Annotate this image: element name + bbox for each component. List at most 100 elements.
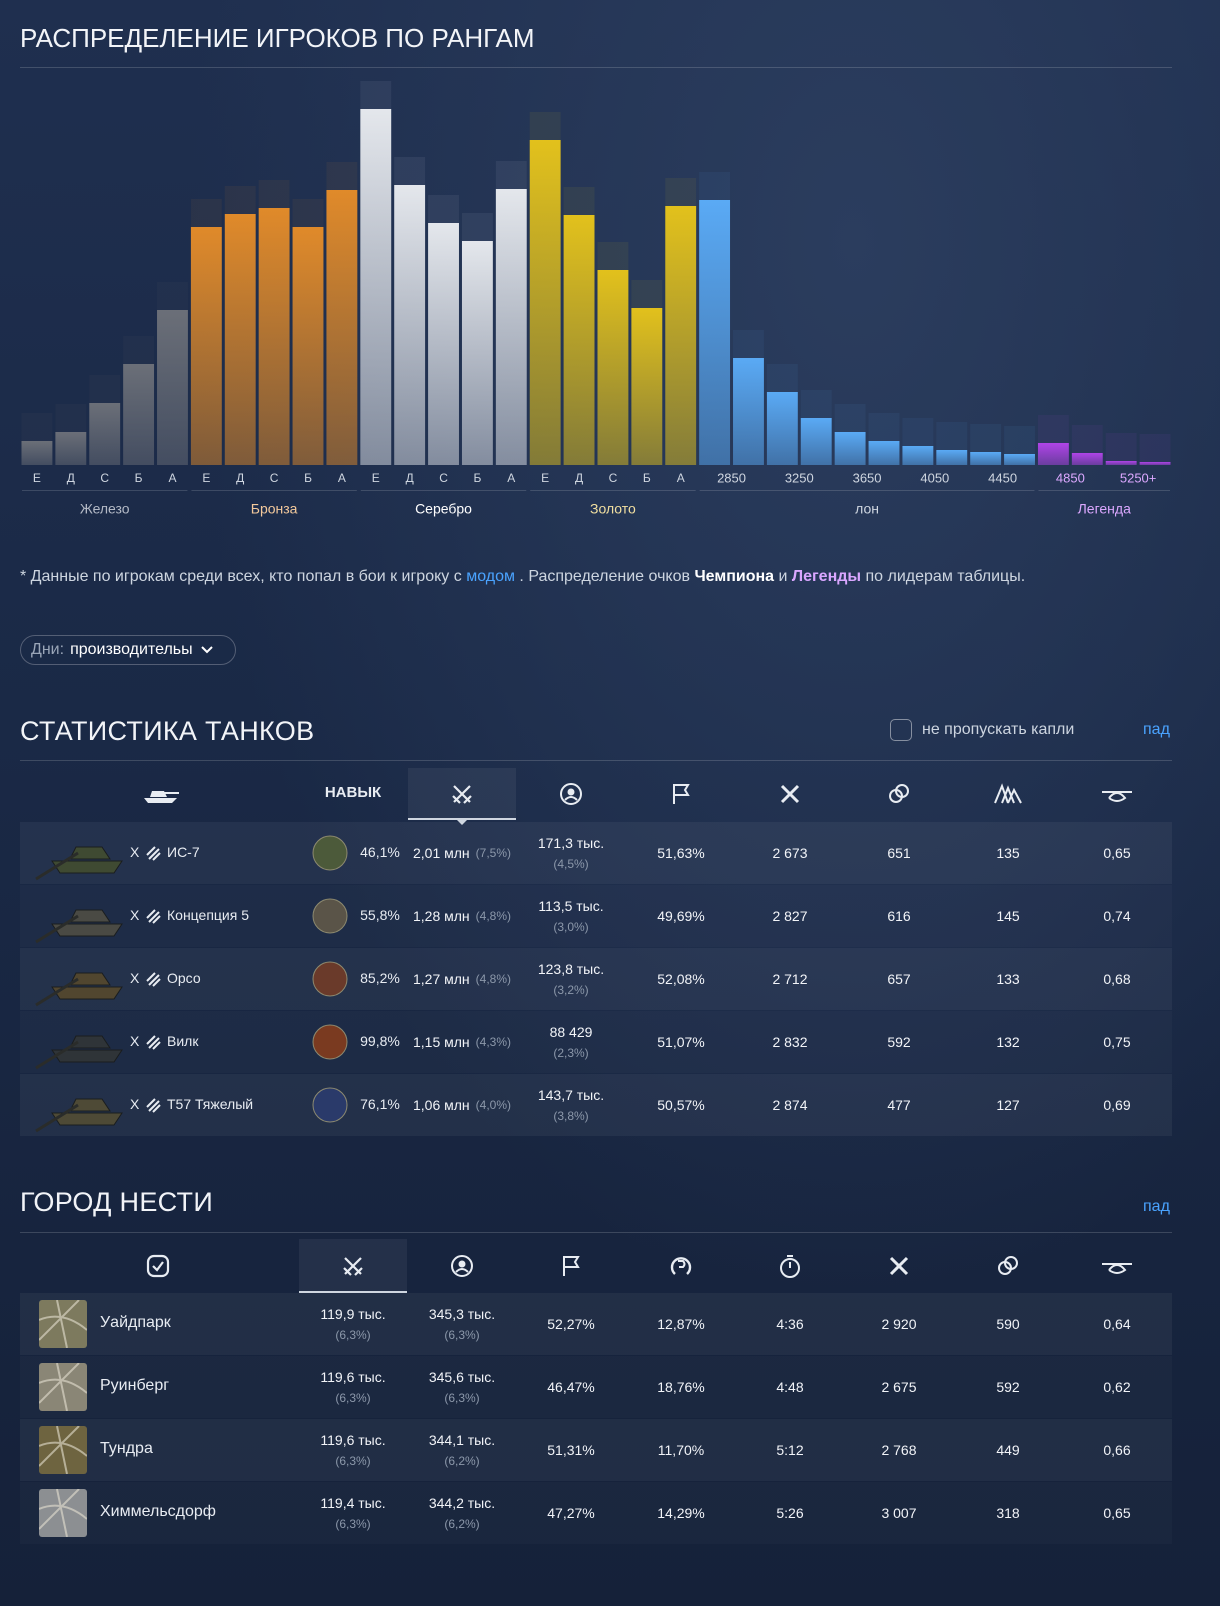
cell-value: 0,75 bbox=[1103, 1034, 1131, 1050]
tank-turret bbox=[69, 846, 111, 860]
tank-tier: X bbox=[130, 1033, 140, 1049]
bar bbox=[190, 227, 222, 465]
column-header[interactable]: НАВЫК bbox=[324, 784, 382, 801]
bar bbox=[123, 364, 155, 465]
note-text: и bbox=[778, 568, 788, 585]
checkbox[interactable] bbox=[890, 719, 912, 741]
cell-value: 51,07% bbox=[657, 1034, 705, 1050]
cell-share: (6,3%) bbox=[335, 1517, 371, 1531]
cell: 5:26 bbox=[735, 1482, 845, 1544]
battles-icon bbox=[452, 785, 472, 804]
note-champion: Чемпиона bbox=[694, 568, 775, 585]
section-link[interactable]: пад bbox=[1143, 1198, 1170, 1215]
note-link[interactable]: модом bbox=[466, 568, 515, 585]
x-tick-label: Б bbox=[135, 471, 143, 485]
cell: 119,9 тыс. (6,3%) bbox=[298, 1293, 408, 1355]
cell: 2 827 bbox=[735, 885, 845, 947]
cell: 1,27 млн (4,8%) bbox=[407, 948, 517, 1010]
cell: 12,87% bbox=[626, 1293, 736, 1355]
cell-value: 344,2 тыс. bbox=[428, 1495, 496, 1511]
checkbox-label[interactable]: не пропускать капли bbox=[922, 721, 1075, 738]
map-thumbnail bbox=[39, 1363, 87, 1411]
cell: 52,08% bbox=[626, 948, 736, 1010]
tank-gun bbox=[35, 914, 79, 944]
bar-glow bbox=[699, 172, 731, 200]
tank-turret bbox=[69, 1098, 111, 1112]
cell: 132 bbox=[953, 1011, 1063, 1073]
cell: 127 bbox=[953, 1074, 1063, 1136]
exp-icon bbox=[889, 784, 909, 803]
cell: 4:36 bbox=[735, 1293, 845, 1355]
cell: 135 bbox=[953, 822, 1063, 884]
bar-glow bbox=[665, 178, 697, 206]
tank-hull bbox=[51, 923, 123, 937]
tank-name: Концепция 5 bbox=[167, 907, 249, 923]
cell: 0,69 bbox=[1062, 1074, 1172, 1136]
tank-hull bbox=[51, 1049, 123, 1063]
legend-label: Бронза bbox=[251, 501, 298, 517]
x-tick-label: 4850 bbox=[1056, 470, 1085, 485]
filter-dropdown[interactable]: Дни: производительы bbox=[20, 635, 236, 665]
cell-value: 18,76% bbox=[657, 1379, 705, 1395]
table-row bbox=[20, 1293, 1172, 1355]
survival-icon bbox=[670, 1257, 692, 1275]
bar-glow bbox=[1004, 426, 1035, 454]
bar bbox=[936, 450, 968, 465]
cell-value: 4:48 bbox=[776, 1379, 804, 1395]
bar bbox=[699, 200, 731, 465]
players-icon bbox=[451, 1255, 473, 1277]
x-tick-label: Е bbox=[202, 471, 210, 485]
tank-icon bbox=[144, 791, 179, 803]
cell-value: 0,62 bbox=[1103, 1379, 1131, 1395]
bar-glow bbox=[1139, 434, 1171, 462]
cell: 0,64 bbox=[1062, 1293, 1172, 1355]
tank-turret bbox=[69, 1035, 111, 1049]
cell: 4:48 bbox=[735, 1356, 845, 1418]
note-legend: Легенды bbox=[791, 568, 862, 585]
cell-value: 657 bbox=[887, 971, 911, 987]
tank-name: Вилк bbox=[167, 1033, 199, 1049]
section-link[interactable]: пад bbox=[1143, 721, 1170, 738]
cell: 143,7 тыс. (3,8%) bbox=[516, 1074, 626, 1136]
bar-glow bbox=[902, 418, 934, 446]
cell-value: 1,06 млн bbox=[412, 1097, 470, 1113]
cell-value: 123,8 тыс. bbox=[537, 961, 605, 977]
bar-glow bbox=[428, 195, 459, 223]
bar-glow bbox=[21, 413, 53, 441]
bar bbox=[800, 418, 832, 465]
bar bbox=[326, 190, 358, 465]
map-name: Тундра bbox=[100, 1440, 153, 1457]
cell-value: 0,66 bbox=[1103, 1442, 1131, 1458]
x-tick-label: С bbox=[439, 471, 448, 485]
filter-value: производительы bbox=[70, 641, 193, 658]
x-tick-label: А bbox=[168, 471, 176, 485]
bar bbox=[21, 441, 53, 465]
bar-glow bbox=[190, 199, 222, 227]
bar-glow bbox=[224, 186, 256, 214]
table-row bbox=[20, 1419, 1172, 1481]
note-text: * Данные по игрокам среди всех, кто попа… bbox=[20, 568, 462, 585]
cell-share: (6,2%) bbox=[444, 1454, 480, 1468]
cell: 0,65 bbox=[1062, 1482, 1172, 1544]
bar-glow bbox=[1037, 415, 1069, 443]
cell: 0,62 bbox=[1062, 1356, 1172, 1418]
bar bbox=[766, 392, 798, 465]
cell-value: 2,01 млн bbox=[412, 845, 470, 861]
class-icon bbox=[146, 1098, 161, 1113]
bar-glow bbox=[1105, 433, 1137, 461]
table-row bbox=[20, 948, 1172, 1010]
bar-glow bbox=[258, 180, 290, 208]
bar bbox=[868, 441, 900, 465]
skill-icon bbox=[312, 961, 348, 997]
cell-value: 1,27 млн bbox=[412, 971, 470, 987]
bar bbox=[834, 432, 866, 465]
cell-value: 4:36 bbox=[776, 1316, 804, 1332]
bar bbox=[970, 452, 1002, 465]
bar bbox=[461, 241, 493, 465]
x-tick-label: Б bbox=[643, 471, 651, 485]
tank-tier: X bbox=[130, 970, 140, 986]
cell: 592 bbox=[953, 1356, 1063, 1418]
cell-share: (3,8%) bbox=[553, 1109, 589, 1123]
cell-value: 12,87% bbox=[657, 1316, 705, 1332]
bar bbox=[1071, 453, 1103, 465]
